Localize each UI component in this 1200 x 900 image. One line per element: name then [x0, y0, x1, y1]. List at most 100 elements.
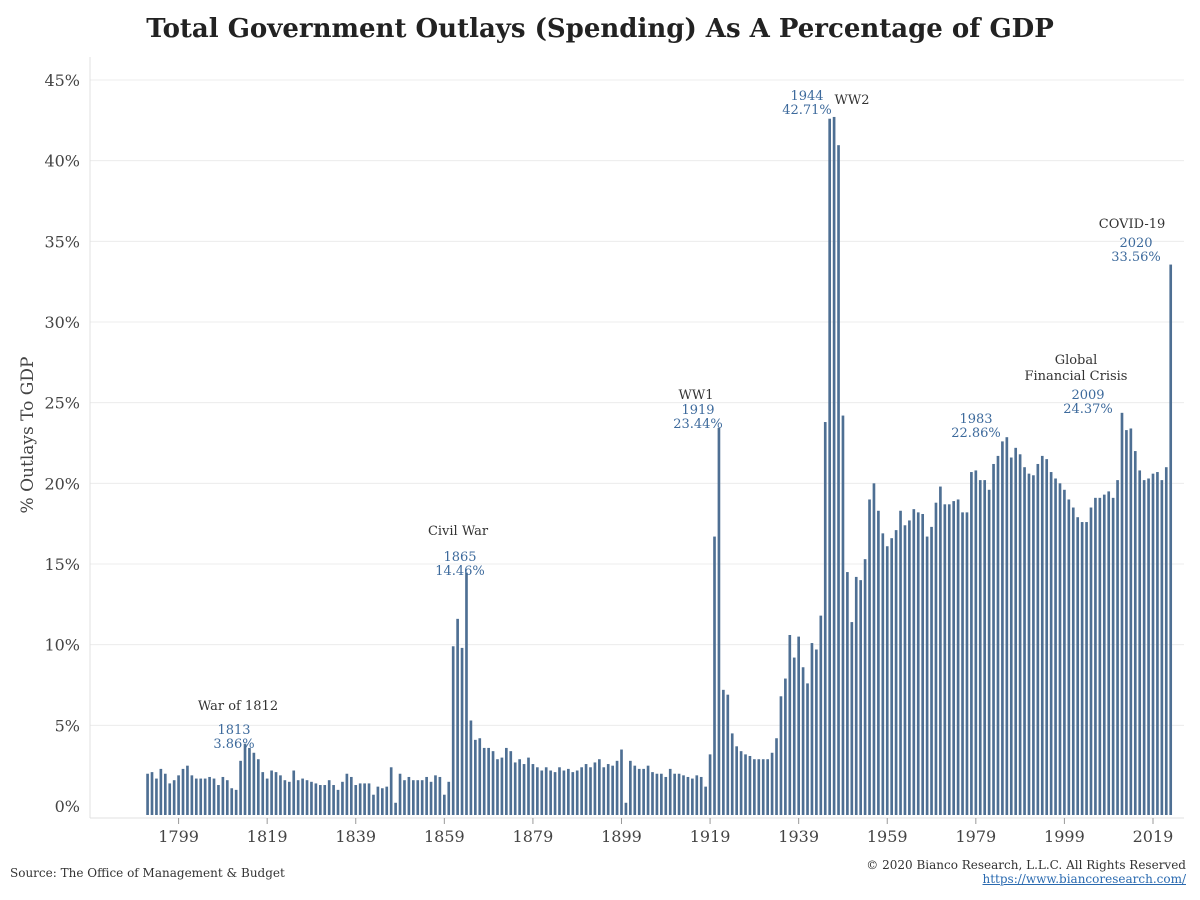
- bar: [553, 772, 557, 815]
- annotation-war-of-1812-event: War of 1812: [198, 699, 278, 714]
- bar: [336, 789, 340, 815]
- bar: [1138, 470, 1142, 815]
- x-tick-label: 1879: [513, 827, 554, 846]
- website-link[interactable]: https://www.biancoresearch.com/: [982, 872, 1186, 886]
- bar: [491, 751, 495, 815]
- bar: [1094, 497, 1097, 815]
- bar: [1102, 494, 1106, 815]
- bar: [1156, 472, 1159, 815]
- annotation-gfc-event-line1: Global: [1055, 353, 1098, 368]
- bar: [1116, 480, 1119, 815]
- bar: [846, 572, 849, 815]
- bar: [735, 746, 738, 815]
- bar: [708, 754, 712, 815]
- bar: [912, 509, 916, 815]
- bar: [505, 747, 508, 815]
- bar: [420, 780, 424, 815]
- bar: [150, 772, 154, 815]
- y-tick-label: 35%: [44, 232, 80, 251]
- bar: [974, 470, 978, 815]
- bar: [429, 781, 433, 815]
- bar: [637, 768, 641, 815]
- bar: [611, 765, 614, 815]
- bar: [389, 767, 393, 815]
- bar: [451, 646, 455, 815]
- bar: [899, 510, 902, 815]
- bar: [677, 773, 681, 815]
- bar: [908, 520, 911, 815]
- bar: [225, 780, 229, 815]
- bar: [186, 765, 189, 815]
- bar: [730, 733, 734, 815]
- bar: [589, 767, 592, 815]
- bar: [575, 770, 579, 815]
- x-tick-label: 1819: [247, 827, 288, 846]
- bar: [385, 786, 389, 815]
- annotation-covid-value: 33.56%: [1111, 250, 1161, 265]
- bar: [434, 775, 437, 815]
- bar: [407, 776, 411, 815]
- bar: [850, 622, 854, 815]
- bar: [199, 778, 203, 815]
- bar: [686, 776, 690, 815]
- bar: [580, 767, 583, 815]
- bar: [354, 785, 358, 815]
- x-tick-label: 1859: [424, 827, 465, 846]
- bar: [761, 759, 765, 815]
- bar: [921, 513, 925, 815]
- bar: [1067, 499, 1071, 815]
- bar: [1058, 483, 1062, 815]
- bar: [801, 667, 805, 815]
- bar: [646, 765, 650, 815]
- bar: [837, 145, 840, 815]
- bar: [474, 739, 477, 815]
- bar: [1045, 459, 1049, 815]
- bar: [252, 752, 256, 815]
- bar: [296, 780, 300, 815]
- bar: [305, 780, 309, 815]
- bar: [1111, 497, 1115, 815]
- bar: [606, 764, 610, 815]
- bar: [332, 785, 335, 815]
- bar: [1151, 473, 1155, 815]
- bar: [522, 764, 526, 815]
- bar: [177, 775, 180, 815]
- annotation-ww1-value: 23.44%: [673, 417, 723, 432]
- bar: [562, 770, 566, 815]
- bar: [620, 749, 623, 815]
- bar: [518, 759, 521, 815]
- bar: [651, 772, 654, 815]
- bar: [868, 499, 871, 815]
- annotation-gfc-year: 2009: [1071, 388, 1104, 403]
- y-tick-label: 5%: [55, 716, 80, 735]
- bar: [748, 755, 752, 815]
- bar: [221, 776, 225, 815]
- bar: [274, 772, 278, 815]
- bar: [287, 781, 291, 815]
- bar: [234, 789, 238, 815]
- bar: [279, 775, 282, 815]
- bar: [1027, 473, 1031, 815]
- bar: [673, 773, 676, 815]
- bar: [1142, 480, 1146, 815]
- bar: [327, 780, 331, 815]
- bar: [1164, 467, 1168, 815]
- bar: [872, 483, 876, 815]
- bar: [815, 649, 818, 815]
- bar: [425, 776, 428, 815]
- bar: [753, 759, 756, 815]
- bar: [1014, 447, 1018, 815]
- bar: [863, 559, 867, 815]
- bar: [482, 747, 486, 815]
- annotation-1983-year: 1983: [959, 412, 992, 427]
- bar: [261, 772, 265, 815]
- bar: [381, 788, 384, 815]
- annotation-gfc-event-line2: Financial Crisis: [1025, 369, 1128, 384]
- bar: [443, 794, 446, 815]
- x-tick-label: 1999: [1044, 827, 1085, 846]
- bar: [567, 768, 570, 815]
- bar: [217, 785, 220, 815]
- bar: [877, 510, 880, 815]
- bar: [1120, 412, 1124, 815]
